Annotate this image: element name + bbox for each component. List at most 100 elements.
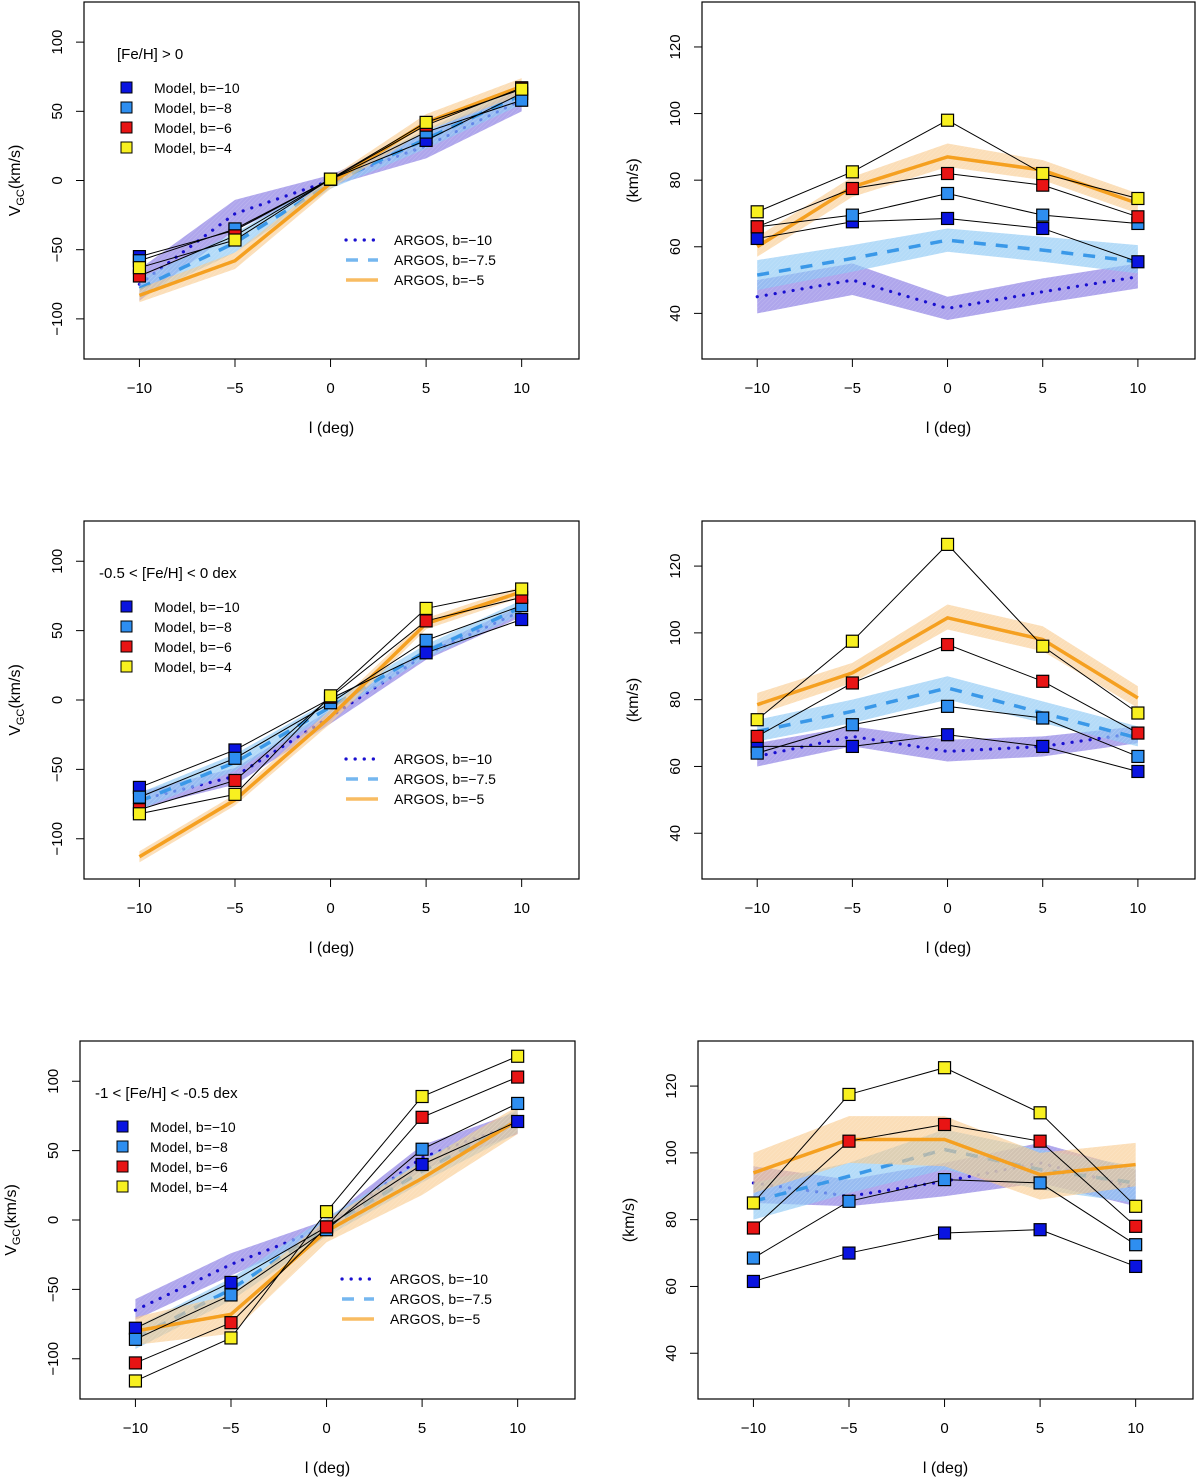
model-point bbox=[419, 646, 433, 660]
model-point bbox=[132, 790, 147, 804]
chart-panel-disp-fe-low: −10 −5 0 5 10 40 60 80 100 120 l (deg) (km/s) bbox=[621, 1040, 1194, 1477]
x-tick-label: 0 bbox=[326, 380, 334, 397]
x-axis-title: l (deg) bbox=[923, 1460, 968, 1477]
data-layer bbox=[132, 582, 529, 863]
legend-marker bbox=[116, 1120, 129, 1133]
model-point bbox=[515, 93, 529, 107]
x-tick-label: 0 bbox=[940, 1420, 948, 1437]
y-tick-label: 50 bbox=[49, 103, 66, 120]
model-point bbox=[515, 612, 529, 627]
y-axis-title: VGC(km/s) bbox=[3, 1184, 23, 1256]
x-tick-label: −10 bbox=[744, 900, 769, 917]
y-tick-label: 60 bbox=[667, 238, 684, 255]
model-point bbox=[415, 1142, 429, 1156]
model-point bbox=[1036, 674, 1050, 688]
model-point bbox=[1131, 764, 1145, 779]
legend-marker bbox=[120, 121, 133, 134]
legend-label: Model, b=−8 bbox=[154, 100, 232, 116]
legend-label: ARGOS, b=−10 bbox=[394, 751, 492, 767]
argos-band-hatch bbox=[757, 676, 1138, 747]
model-point bbox=[746, 1274, 761, 1289]
data-layer bbox=[128, 1049, 525, 1388]
model-point bbox=[1033, 1106, 1047, 1120]
legend-label: ARGOS, b=−5 bbox=[394, 791, 484, 807]
argos-band-hatch bbox=[753, 1129, 1136, 1220]
model-point bbox=[228, 233, 242, 247]
y-tick-label: −50 bbox=[49, 237, 66, 262]
model-point bbox=[128, 1332, 143, 1346]
y-tick-label: 0 bbox=[49, 176, 66, 184]
y-tick-label: −100 bbox=[45, 1342, 62, 1376]
y-tick-label: −50 bbox=[45, 1277, 62, 1302]
argos-line bbox=[756, 615, 1139, 707]
model-point bbox=[937, 1117, 952, 1132]
legend-label: Model, b=−10 bbox=[150, 1119, 236, 1135]
model-point bbox=[845, 208, 859, 222]
data-layer bbox=[750, 113, 1145, 321]
model-point bbox=[415, 1089, 429, 1104]
model-point bbox=[511, 1096, 525, 1111]
x-tick-label: 5 bbox=[1036, 1420, 1044, 1437]
x-tick-label: −5 bbox=[844, 900, 861, 917]
panel-title: -0.5 < [Fe/H] < 0 dex bbox=[99, 565, 237, 582]
legend-label: Model, b=−4 bbox=[154, 659, 232, 675]
model-point bbox=[1036, 711, 1050, 725]
legend-label: Model, b=−10 bbox=[154, 599, 240, 615]
legend-label: ARGOS, b=−10 bbox=[394, 232, 492, 248]
legend-marker bbox=[120, 660, 133, 673]
model-point bbox=[940, 728, 955, 742]
legend-label: ARGOS, b=−5 bbox=[394, 272, 484, 288]
x-tick-label: 10 bbox=[513, 380, 530, 397]
model-point bbox=[128, 1374, 143, 1388]
y-tick-label: 100 bbox=[49, 549, 66, 574]
model-point bbox=[419, 633, 433, 647]
model-point bbox=[845, 165, 859, 179]
model-point bbox=[940, 211, 955, 226]
model-point bbox=[750, 713, 764, 727]
model-point bbox=[515, 82, 529, 96]
y-tick-label: 100 bbox=[667, 101, 684, 126]
model-point bbox=[1129, 1259, 1143, 1274]
argos-line bbox=[756, 155, 1139, 249]
data-layer bbox=[746, 1061, 1143, 1289]
model-point bbox=[1131, 191, 1145, 206]
y-tick-label: 50 bbox=[45, 1142, 62, 1159]
legend-marker bbox=[120, 81, 133, 94]
legend-marker bbox=[116, 1140, 129, 1153]
y-tick-label: 40 bbox=[667, 825, 684, 842]
x-tick-label: −10 bbox=[741, 1420, 766, 1437]
model-point bbox=[845, 739, 859, 754]
model-point bbox=[750, 205, 764, 219]
y-tick-label: 100 bbox=[45, 1069, 62, 1094]
x-tick-label: −5 bbox=[840, 1420, 857, 1437]
plot-frame bbox=[697, 1040, 1194, 1400]
model-point bbox=[842, 1246, 856, 1260]
y-axis-title: VGC(km/s) bbox=[7, 145, 27, 217]
model-point bbox=[746, 1251, 761, 1265]
y-tick-label: −50 bbox=[49, 757, 66, 782]
x-tick-label: −5 bbox=[226, 380, 243, 397]
x-tick-label: 5 bbox=[1039, 900, 1047, 917]
model-point bbox=[1131, 706, 1145, 720]
y-tick-label: 60 bbox=[663, 1278, 680, 1295]
y-tick-label: 100 bbox=[663, 1140, 680, 1165]
model-point bbox=[228, 787, 242, 801]
argos-band-hatch bbox=[757, 604, 1138, 715]
x-tick-label: 10 bbox=[1130, 380, 1147, 397]
model-point bbox=[1131, 726, 1145, 740]
data-layer bbox=[750, 537, 1145, 779]
model-point bbox=[750, 729, 764, 744]
x-tick-label: −10 bbox=[123, 1420, 148, 1437]
model-point bbox=[940, 166, 955, 181]
model-point bbox=[1036, 166, 1050, 181]
x-tick-label: 0 bbox=[326, 900, 334, 917]
legend-label: Model, b=−4 bbox=[150, 1179, 228, 1195]
y-tick-label: 50 bbox=[49, 622, 66, 639]
y-tick-label: −100 bbox=[49, 822, 66, 856]
x-tick-label: 5 bbox=[422, 900, 430, 917]
model-point bbox=[746, 1221, 761, 1235]
model-point bbox=[224, 1331, 238, 1345]
x-tick-label: −10 bbox=[127, 900, 152, 917]
